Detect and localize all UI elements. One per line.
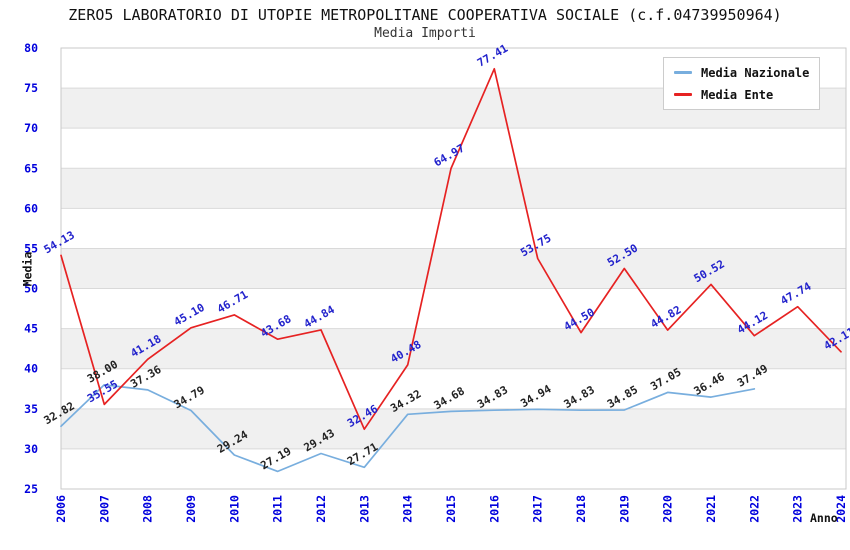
svg-text:2021: 2021 — [704, 495, 718, 523]
svg-text:25: 25 — [24, 482, 38, 496]
svg-text:35: 35 — [24, 402, 38, 416]
x-axis-title: Anno — [810, 511, 838, 525]
svg-text:2011: 2011 — [271, 495, 285, 523]
series-line-media-nazionale — [60, 383, 756, 473]
legend-swatch-ente-icon — [674, 93, 692, 96]
svg-text:34.83: 34.83 — [562, 383, 597, 411]
svg-text:75: 75 — [24, 81, 38, 95]
svg-text:34.79: 34.79 — [172, 384, 207, 412]
svg-text:80: 80 — [24, 41, 38, 55]
svg-text:2008: 2008 — [141, 495, 155, 523]
svg-text:70: 70 — [24, 121, 38, 135]
svg-text:34.68: 34.68 — [432, 384, 467, 412]
svg-text:77.41: 77.41 — [475, 42, 511, 70]
y-axis-title: Media — [20, 251, 35, 287]
svg-text:30: 30 — [24, 442, 38, 456]
legend: Media Nazionale Media Ente — [663, 57, 821, 110]
svg-text:2009: 2009 — [184, 495, 198, 523]
svg-text:2014: 2014 — [401, 495, 415, 523]
legend-item-media-nazionale: Media Nazionale — [674, 64, 809, 81]
legend-label-ente: Media Ente — [701, 87, 774, 102]
svg-text:34.83: 34.83 — [475, 383, 510, 411]
svg-text:46.71: 46.71 — [215, 288, 251, 316]
svg-text:2024: 2024 — [834, 495, 848, 523]
svg-text:2013: 2013 — [357, 495, 371, 523]
svg-text:2015: 2015 — [444, 495, 458, 523]
svg-text:40: 40 — [24, 362, 38, 376]
svg-text:37.05: 37.05 — [648, 365, 683, 393]
svg-text:2020: 2020 — [661, 495, 675, 523]
svg-text:45: 45 — [24, 322, 38, 336]
svg-text:2007: 2007 — [97, 495, 111, 523]
svg-text:2023: 2023 — [791, 495, 805, 523]
svg-text:64.97: 64.97 — [432, 142, 467, 170]
svg-text:2016: 2016 — [487, 495, 501, 523]
svg-text:2010: 2010 — [227, 495, 241, 523]
svg-text:60: 60 — [24, 201, 38, 215]
svg-text:2018: 2018 — [574, 495, 588, 523]
legend-item-media-ente: Media Ente — [674, 86, 809, 103]
svg-text:2006: 2006 — [54, 495, 68, 523]
legend-swatch-nazionale-icon — [674, 71, 692, 74]
svg-text:34.85: 34.85 — [605, 383, 640, 411]
svg-text:50: 50 — [24, 282, 38, 296]
y-tick-labels: 25 30 35 40 45 50 55 60 65 70 75 80 — [24, 41, 38, 496]
x-tick-labels: 2006 2007 2008 2009 2010 2011 2012 2013 2014 2015… — [54, 495, 848, 523]
svg-text:2022: 2022 — [747, 495, 761, 523]
chart-title: ZERO5 LABORATORIO DI UTOPIE METROPOLITAN… — [68, 6, 782, 24]
legend-label-nazionale: Media Nazionale — [701, 65, 810, 80]
svg-text:44.84: 44.84 — [302, 303, 338, 331]
svg-text:2019: 2019 — [617, 495, 631, 523]
svg-text:65: 65 — [24, 161, 38, 175]
svg-text:2017: 2017 — [531, 495, 545, 523]
chart-subtitle: Media Importi — [374, 26, 476, 41]
svg-text:34.94: 34.94 — [518, 382, 554, 410]
svg-text:55: 55 — [24, 241, 38, 255]
plot-border — [60, 47, 847, 490]
svg-text:36.46: 36.46 — [692, 370, 728, 398]
svg-text:2012: 2012 — [314, 495, 328, 523]
series-line-media-ente — [60, 67, 842, 431]
